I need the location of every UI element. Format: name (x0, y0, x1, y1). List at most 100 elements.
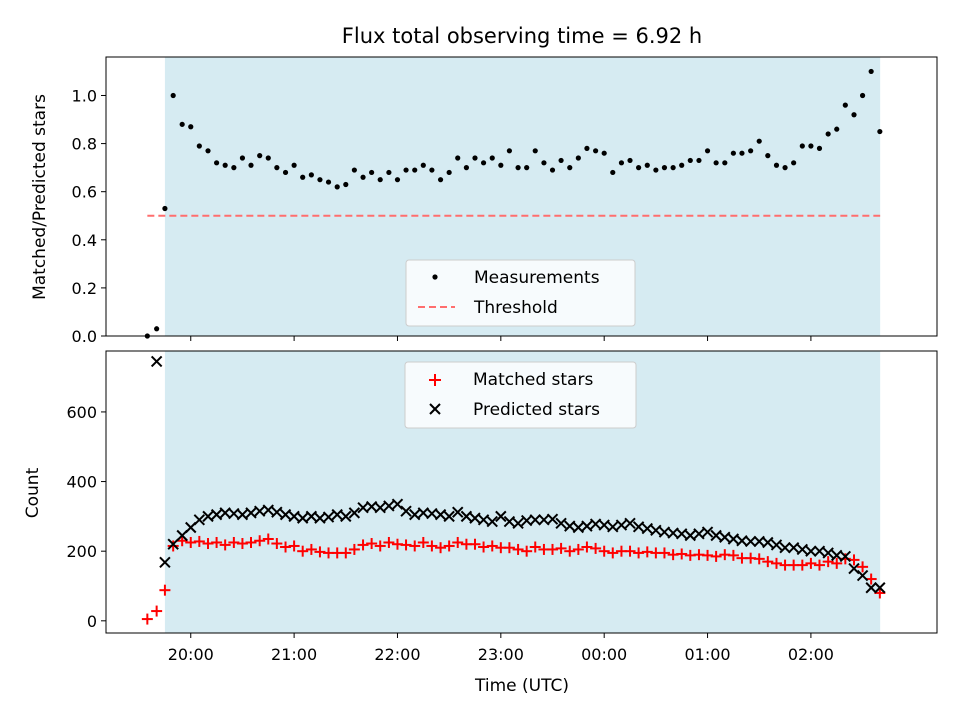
data-point (340, 510, 352, 523)
data-point (851, 112, 857, 118)
data-point (193, 514, 206, 526)
data-point (308, 172, 314, 178)
data-point (435, 542, 447, 554)
data-point (297, 545, 309, 557)
data-point (753, 553, 765, 565)
data-point (610, 169, 616, 176)
data-point (877, 128, 883, 135)
data-point (503, 542, 515, 554)
legend-label-measurements: Measurements (474, 268, 600, 288)
x-tick-label: 20:00 (168, 645, 214, 664)
data-point (779, 541, 791, 554)
bottom-legend: Matched stars Predicted stars (404, 361, 637, 429)
data-point (676, 548, 688, 560)
data-point (644, 162, 650, 168)
data-point (231, 165, 237, 171)
data-point (693, 528, 705, 540)
data-point (825, 131, 831, 137)
data-point (567, 165, 573, 171)
data-point (400, 505, 412, 517)
data-point (162, 205, 168, 212)
data-point (512, 517, 524, 530)
data-point (377, 177, 383, 183)
data-point (282, 169, 289, 176)
data-point (748, 148, 754, 154)
data-point (816, 145, 823, 151)
data-point (601, 150, 607, 156)
data-point (386, 169, 392, 176)
top-y-tick-label: 0.4 (72, 231, 97, 250)
data-point (280, 541, 292, 553)
data-point (420, 162, 426, 168)
top-y-tick-label: 0.0 (72, 327, 97, 346)
data-point (211, 536, 223, 548)
data-point (369, 169, 375, 176)
data-point (512, 543, 524, 555)
data-point (167, 540, 179, 552)
data-point (555, 542, 567, 554)
data-point (167, 538, 179, 550)
data-point (787, 541, 800, 554)
data-point (325, 179, 332, 185)
data-point (314, 546, 326, 558)
data-point (300, 174, 306, 180)
data-point (834, 126, 840, 132)
data-point (443, 510, 455, 523)
data-point (151, 605, 163, 617)
data-point (357, 539, 369, 551)
bottom-y-tick-label: 200 (66, 542, 97, 561)
data-point (598, 519, 610, 531)
data-point (822, 547, 834, 559)
data-point (222, 162, 228, 168)
data-point (675, 528, 688, 540)
data-point (624, 517, 636, 530)
data-point (228, 536, 240, 548)
legend-marker-measurements (432, 274, 438, 280)
data-point (288, 510, 300, 523)
data-point (650, 524, 662, 537)
data-point (360, 174, 366, 180)
data-point (541, 160, 547, 166)
top-panel: Flux total observing time = 6.92 h 0.0 0.… (30, 24, 938, 346)
data-point (331, 508, 343, 521)
data-point (558, 157, 564, 164)
data-point (506, 148, 513, 154)
data-point (865, 582, 877, 594)
data-point (805, 545, 817, 557)
top-legend-box (405, 259, 636, 327)
data-point (702, 549, 714, 561)
data-point (179, 121, 185, 127)
data-point (150, 355, 163, 368)
data-point (773, 162, 780, 168)
data-point (641, 522, 653, 535)
data-point (262, 533, 274, 545)
data-point (865, 573, 877, 585)
data-point (486, 540, 498, 552)
data-point (710, 550, 722, 562)
data-point (555, 517, 567, 530)
data-point (857, 561, 869, 573)
legend-marker-predicted (429, 403, 441, 415)
data-point (607, 521, 619, 533)
data-point (744, 535, 757, 548)
data-point (762, 556, 774, 568)
data-point (213, 160, 220, 166)
top-y-axis-label: Matched/Predicted stars (30, 94, 50, 300)
legend-label-predicted: Predicted stars (473, 400, 600, 420)
data-point (446, 169, 452, 176)
data-point (590, 542, 602, 554)
data-point (859, 92, 866, 99)
series-matched-stars (141, 533, 886, 625)
data-point (529, 514, 541, 526)
data-point (641, 546, 653, 558)
data-point (159, 556, 171, 569)
data-point (658, 547, 670, 559)
data-point (193, 535, 205, 547)
data-point (322, 511, 335, 523)
data-point (796, 543, 809, 556)
data-point (489, 155, 495, 161)
data-point (340, 547, 352, 559)
data-point (636, 165, 642, 171)
data-point (632, 521, 645, 533)
data-point (245, 536, 257, 548)
